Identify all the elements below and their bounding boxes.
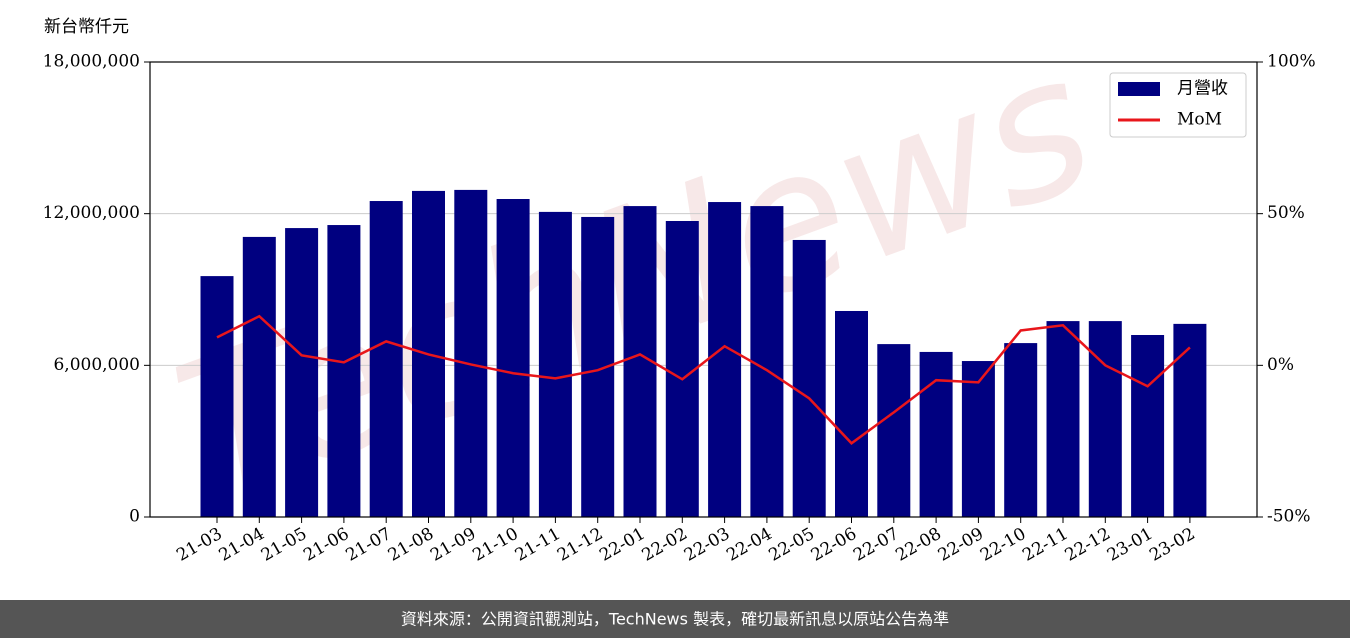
x-tick-label: 21-06: [300, 524, 352, 566]
bar: [708, 202, 742, 518]
bar: [369, 201, 403, 517]
bar: [1046, 321, 1080, 517]
y-tick-label: 6,000,000: [53, 355, 140, 375]
y-axis-label: 新台幣仟元: [44, 17, 129, 37]
legend-label: MoM: [1177, 110, 1222, 130]
bar: [242, 236, 276, 517]
bar: [1088, 321, 1122, 517]
y2-tick-label: 100%: [1267, 52, 1316, 72]
x-tick-label: 22-02: [639, 524, 691, 566]
footer-bar: [0, 600, 1350, 638]
x-tick-label: 22-10: [977, 524, 1029, 566]
x-tick-label: 22-09: [935, 524, 987, 566]
x-tick-label: 21-05: [258, 524, 310, 566]
bar: [1131, 335, 1165, 517]
x-tick-label: 22-12: [1062, 524, 1114, 566]
bar: [750, 206, 784, 518]
bar: [327, 225, 361, 517]
x-tick-label: 21-08: [385, 524, 437, 566]
x-tick-label: 22-04: [723, 524, 775, 566]
bar: [877, 344, 911, 517]
x-tick-label: 21-10: [469, 524, 521, 566]
legend-label: 月營收: [1177, 79, 1228, 99]
x-tick-label: 21-09: [427, 524, 479, 566]
footer: 資料來源：公開資訊觀測站，TechNews 製表，確切最新訊息以原站公告為準: [401, 610, 949, 629]
x-tick-label: 21-03: [173, 524, 225, 566]
x-tick-label: 21-12: [554, 524, 606, 566]
bar: [285, 228, 319, 517]
bar: [1173, 323, 1207, 517]
y2-tick-label: 50%: [1267, 203, 1305, 223]
legend-swatch: [1118, 82, 1160, 96]
bar: [792, 239, 826, 517]
x-tick-label: 22-07: [850, 524, 902, 566]
x-tick-label: 22-01: [596, 524, 648, 566]
x-tick-label: 22-11: [1019, 524, 1071, 566]
x-tick-label: 23-02: [1146, 524, 1198, 566]
bar: [538, 211, 572, 517]
x-tick-label: 22-08: [892, 524, 944, 566]
y-tick-label: 12,000,000: [43, 203, 140, 223]
bar: [919, 351, 953, 517]
line: [216, 314, 1191, 445]
y2-tick-label: 0%: [1267, 355, 1294, 375]
bar: [1004, 343, 1038, 517]
bar: [200, 276, 234, 517]
x-tick-label: 22-03: [681, 524, 733, 566]
x-tick-label: 21-07: [343, 524, 395, 566]
bar: [496, 199, 530, 517]
x-tick-label: 22-06: [808, 524, 860, 566]
x-tick-label: 22-05: [766, 524, 818, 566]
x-tick-label: 21-11: [512, 524, 564, 566]
bar: [454, 189, 488, 517]
y-tick-label: 0: [129, 507, 140, 527]
x-tick-label: 23-01: [1104, 524, 1156, 566]
y-tick-label: 18,000,000: [43, 52, 140, 72]
bar: [665, 220, 699, 517]
y2-tick-label: -50%: [1267, 507, 1311, 527]
plot-frame: [149, 61, 1258, 518]
bar: [835, 310, 868, 517]
bar: [961, 361, 995, 517]
legend: 月營收 MoM: [1109, 72, 1247, 138]
